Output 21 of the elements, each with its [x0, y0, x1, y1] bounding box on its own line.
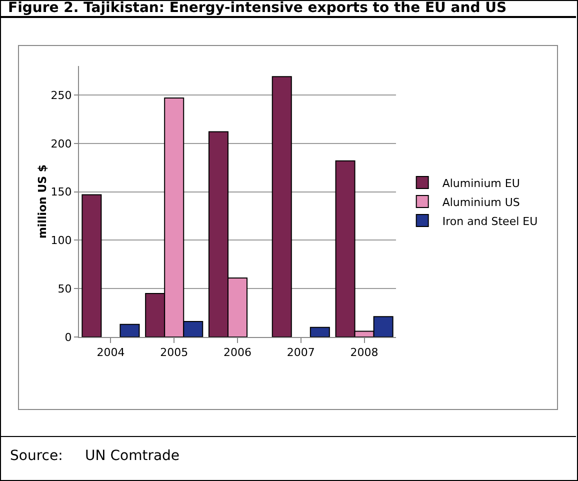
- y-tick-label: 50: [58, 282, 72, 296]
- x-tick-label: 2008: [350, 346, 378, 360]
- bar: [120, 324, 140, 337]
- y-tick-label: 150: [50, 186, 72, 199]
- source-note: Source: UN Comtrade: [10, 448, 180, 464]
- y-tick-label: 200: [50, 137, 72, 150]
- y-tick-label: 250: [50, 88, 72, 102]
- legend-label: Aluminium EU: [442, 176, 520, 190]
- bar: [272, 76, 292, 337]
- chart-title: Figure 2. Tajikistan: Energy-intensive exports to the EU and US: [8, 0, 507, 16]
- x-tick-label: 2004: [96, 346, 125, 360]
- x-tick-label: 2007: [286, 346, 315, 360]
- y-tick-label: 100: [50, 234, 72, 248]
- x-tick-label: 2006: [224, 346, 252, 360]
- legend-label: Aluminium US: [442, 196, 520, 209]
- legend-label: Iron and Steel EU: [442, 214, 538, 228]
- bar: [310, 326, 330, 337]
- bar: [82, 194, 102, 337]
- y-tick-label: 0: [64, 330, 72, 344]
- x-tick-label: 2005: [160, 346, 188, 360]
- y-axis-title: million US $: [36, 164, 49, 239]
